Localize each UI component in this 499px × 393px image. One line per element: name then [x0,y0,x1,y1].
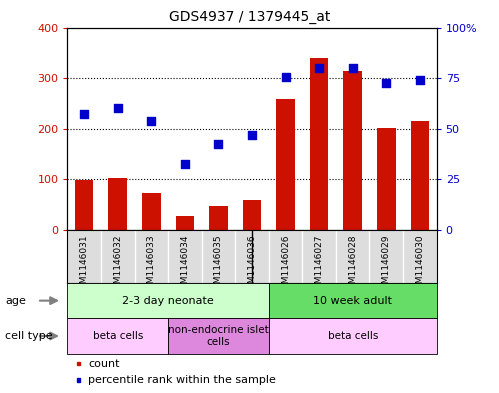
Bar [176,216,194,230]
Text: GSM1146033: GSM1146033 [147,234,156,295]
Bar [377,128,396,230]
Point [349,65,357,71]
Point [80,110,88,117]
Bar [142,193,161,230]
Bar [343,70,362,230]
Text: 2-3 day neonate: 2-3 day neonate [122,296,214,306]
Text: GSM1146029: GSM1146029 [382,234,391,295]
Bar [209,206,228,230]
Text: percentile rank within the sample: percentile rank within the sample [88,375,276,385]
Text: non-endocrine islet
cells: non-endocrine islet cells [168,325,269,347]
Point [114,105,122,112]
Point [181,161,189,167]
Text: GSM1146031: GSM1146031 [80,234,89,295]
Point [215,141,223,147]
Point [248,132,256,138]
Text: beta cells: beta cells [92,331,143,341]
Text: GDS4937 / 1379445_at: GDS4937 / 1379445_at [169,10,330,24]
Point [315,65,323,71]
Text: beta cells: beta cells [327,331,378,341]
Bar [75,180,93,230]
Text: GSM1146030: GSM1146030 [415,234,424,295]
Text: GSM1146036: GSM1146036 [248,234,256,295]
Bar [276,99,295,230]
Bar [243,200,261,230]
Text: cell type: cell type [5,331,52,341]
Text: GSM1146034: GSM1146034 [180,234,189,295]
Text: age: age [5,296,26,306]
Point [416,77,424,83]
Point [382,80,390,86]
Point [147,118,155,124]
Text: GSM1146035: GSM1146035 [214,234,223,295]
Bar [310,58,328,230]
Text: GSM1146027: GSM1146027 [315,234,324,295]
Text: GSM1146026: GSM1146026 [281,234,290,295]
Text: count: count [88,358,119,369]
Text: GSM1146028: GSM1146028 [348,234,357,295]
Text: 10 week adult: 10 week adult [313,296,392,306]
Bar [411,121,429,230]
Bar [108,178,127,230]
Text: GSM1146032: GSM1146032 [113,234,122,295]
Point [281,74,289,80]
